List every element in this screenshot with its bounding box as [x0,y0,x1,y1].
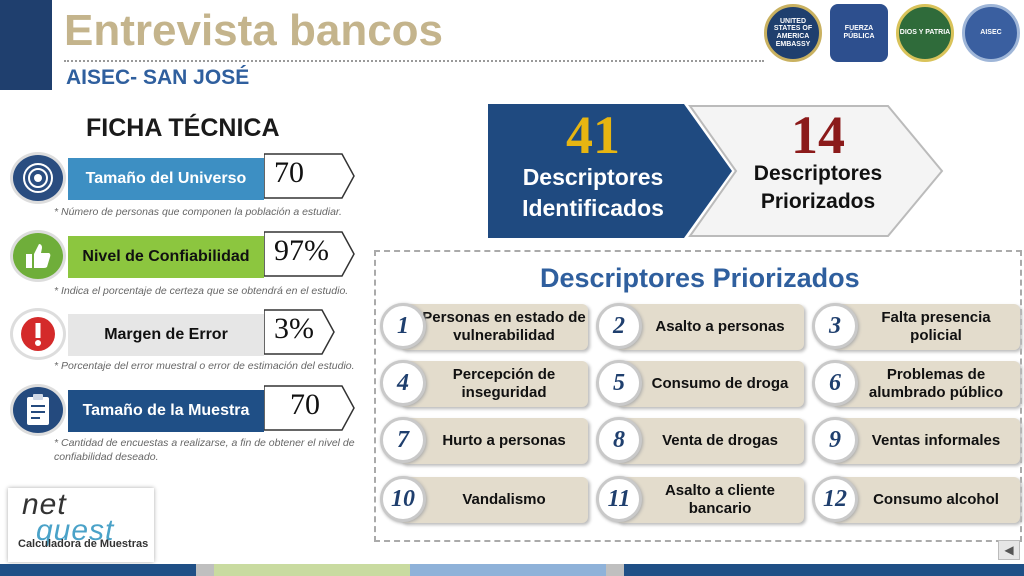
muestra-value: 70 [290,388,320,421]
descriptor-text: Percepción de inseguridad [452,366,556,401]
clipboard-icon [10,384,66,436]
confiabilidad-label: Nivel de Confiabilidad [68,236,264,278]
descriptor-text: Hurto a personas [442,432,566,449]
confiabilidad-value-box: 97% [264,230,356,278]
descriptores-title: Descriptores Priorizados [540,263,860,293]
descriptor-number: 1 [380,303,426,349]
footer-strip [0,564,1024,576]
identified-line2: Identificados [522,195,664,222]
descriptor-number: 6 [812,360,858,406]
descriptor-text: Consumo alcohol [873,491,999,508]
descriptor-number: 9 [812,417,858,463]
prev-slide-button[interactable]: ◀ [998,540,1020,560]
policia-seal-icon: DIOS Y PATRIA [896,4,954,62]
page-title: Entrevista bancos [64,6,444,55]
prioritized-number: 14 [791,105,845,165]
error-label: Margen de Error [68,314,264,356]
descriptor-text: Vandalismo [462,491,546,508]
prioritized-line1: Descriptores [753,162,883,185]
prioritized-card: 14 Descriptores Priorizados [684,104,946,238]
descriptor-number: 4 [380,360,426,406]
descriptor-item: 3 Falta presencia policial [812,303,1020,350]
descriptor-number: 5 [596,360,642,406]
descriptor-item: 11 Asalto a cliente bancario [596,476,804,523]
descriptor-number: 11 [596,476,642,522]
corner-block [0,0,52,90]
descriptor-item: 9 Ventas informales [812,417,1020,464]
descriptor-text: Consumo de droga [651,375,789,392]
descriptor-text: Asalto a cliente bancario [664,482,776,517]
confiabilidad-value: 97% [274,234,329,267]
descriptor-text: Asalto a personas [655,318,785,335]
netquest-wordmark: net quest [22,488,115,547]
aisec-seal-icon: AISEC [962,4,1020,62]
descriptor-number: 8 [596,417,642,463]
universo-value: 70 [274,156,304,189]
descriptor-item: 5 Consumo de droga [596,360,804,407]
descriptor-item: 2 Asalto a personas [596,303,804,350]
descriptor-text: Falta presencia policial [881,309,991,344]
descriptor-item: 4 Percepción de inseguridad [380,360,588,407]
descriptor-text: Personas en estado de vulnerabilidad [422,309,586,344]
descriptor-text: Venta de drogas [662,432,778,449]
descriptor-text: Ventas informales [871,432,1001,449]
error-value-box: 3% [264,308,356,356]
embassy-seal-icon: UNITED STATES OF AMERICA EMBASSY [764,4,822,62]
identified-card: 41 Descriptores Identificados [488,104,734,238]
title-divider [64,60,764,62]
descriptor-item: 1 Personas en estado de vulnerabilidad [380,303,588,350]
muestra-value-box: 70 [264,384,356,432]
identified-line1: Descriptores [522,164,664,190]
descriptor-number: 2 [596,303,642,349]
fuerza-publica-icon: FUERZA PÚBLICA [830,4,888,62]
prioritized-line2: Priorizados [760,190,876,214]
thumbs-up-icon [10,230,66,282]
confiabilidad-note: * Indica el porcentaje de certeza que se… [54,285,349,297]
prev-slide-icon: ◀ [1004,543,1014,557]
descriptor-item: 6 Problemas de alumbrado público [812,360,1020,407]
error-alert-icon [10,308,66,360]
error-value: 3% [274,312,314,345]
universo-value-box: 70 [264,152,356,200]
descriptores-panel [374,250,1022,542]
universo-label: Tamaño del Universo [68,158,264,200]
descriptor-number: 3 [812,303,858,349]
descriptor-text: Problemas de alumbrado público [868,366,1004,401]
netquest-caption: Calculadora de Muestras [18,538,149,550]
target-icon [10,152,66,204]
ficha-title: FICHA TÉCNICA [86,114,280,142]
page-subtitle: AISEC- SAN JOSÉ [66,66,250,89]
muestra-note: * Cantidad de encuestas a realizarse, a … [54,437,355,463]
descriptor-item: 10 Vandalismo [380,476,588,523]
descriptor-number: 7 [380,417,426,463]
logo-strip: UNITED STATES OF AMERICA EMBASSY FUERZA … [764,4,1020,62]
descriptor-item: 7 Hurto a personas [380,417,588,464]
universo-note: * Número de personas que componen la pob… [54,206,342,218]
error-note: * Porcentaje del error muestral o error … [54,360,355,372]
descriptor-number: 10 [380,476,426,522]
netquest-logo: net quest Calculadora de Muestras [8,488,154,562]
identified-number: 41 [566,105,620,165]
descriptor-item: 8 Venta de drogas [596,417,804,464]
descriptor-number: 12 [812,476,858,522]
muestra-label: Tamaño de la Muestra [68,390,264,432]
descriptor-item: 12 Consumo alcohol [812,476,1020,523]
